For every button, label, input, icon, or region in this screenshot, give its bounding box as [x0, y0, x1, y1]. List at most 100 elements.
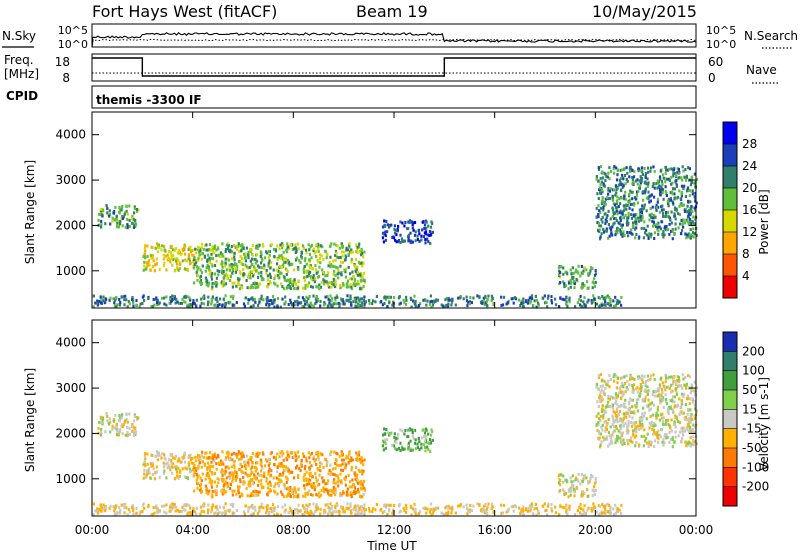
power-mark [687, 199, 690, 203]
power-mark [447, 296, 450, 300]
velocity-mark [267, 513, 270, 517]
velocity-mark [620, 511, 623, 515]
velocity-mark [303, 507, 306, 511]
power-mark [655, 203, 658, 207]
velocity-mark [305, 508, 308, 512]
velocity-mark [209, 456, 213, 460]
power-mark [554, 297, 557, 301]
power-mark [450, 300, 454, 304]
power-mark [191, 249, 194, 252]
power-mark [620, 188, 623, 192]
velocity-mark [320, 462, 323, 466]
velocity-mark [184, 452, 187, 456]
velocity-mark [169, 452, 172, 456]
power-mark [560, 265, 563, 269]
power-mark [613, 203, 617, 207]
power-mark [639, 179, 642, 183]
power-mark [225, 243, 228, 247]
power-mark [650, 216, 653, 219]
velocity-mark [569, 489, 573, 493]
velocity-mark [550, 503, 553, 507]
freq-panel [91, 53, 697, 82]
velocity-mark [342, 510, 345, 514]
power-mark [411, 223, 414, 227]
velocity-mark [622, 385, 625, 389]
velocity-mark [195, 506, 198, 510]
velocity-mark [207, 508, 210, 512]
velocity-mark [579, 511, 582, 515]
power-mark [139, 302, 142, 306]
velocity-mark [478, 503, 481, 507]
power-mark [349, 297, 352, 301]
power-mark [448, 298, 451, 302]
power-mark [303, 265, 306, 268]
power-mark [305, 262, 308, 266]
power-mark [337, 271, 340, 275]
power-mark [615, 206, 618, 210]
power-mark [216, 300, 219, 304]
power-mark [303, 259, 306, 263]
power-mark [165, 295, 168, 299]
velocity-mark [319, 493, 323, 497]
power-mark [260, 278, 263, 282]
power-mark [115, 214, 118, 218]
power-mark [302, 244, 305, 248]
power-mark [601, 190, 604, 194]
velocity-mark [164, 462, 167, 466]
power-mark [143, 264, 146, 268]
velocity-mark [172, 456, 175, 460]
velocity-mark [668, 387, 671, 390]
power-mark [402, 298, 405, 302]
velocity-mark [417, 512, 421, 515]
velocity-mark [268, 467, 271, 471]
velocity-mark [104, 505, 108, 509]
power-mark [647, 166, 650, 170]
velocity-mark [605, 424, 608, 428]
velocity-mark [618, 419, 621, 423]
velocity-mark [609, 509, 612, 513]
velocity-mark [618, 386, 621, 390]
velocity-mark [245, 487, 248, 490]
power-mark [607, 192, 610, 196]
power-mark [663, 225, 667, 229]
velocity-mark [313, 459, 316, 463]
power-mark [295, 258, 298, 262]
power-mark [626, 179, 629, 183]
power-mark [193, 302, 196, 306]
power-mark [692, 235, 695, 239]
velocity-mark [597, 374, 600, 378]
velocity-mark [653, 439, 656, 443]
velocity-mark [596, 400, 599, 404]
velocity-mark [266, 486, 270, 490]
velocity-mark [160, 456, 163, 460]
power-mark [260, 270, 263, 274]
power-mark [362, 261, 365, 265]
power-mark [394, 238, 397, 242]
velocity-mark [581, 490, 584, 494]
power-mark [132, 304, 135, 308]
velocity-mark [230, 453, 233, 456]
power-mark [512, 297, 515, 301]
power-mark [131, 217, 134, 220]
velocity-mark [206, 456, 209, 460]
velocity-mark [247, 480, 250, 484]
velocity-mark [211, 479, 214, 483]
velocity-mark [670, 429, 673, 433]
velocity-mark [183, 460, 187, 464]
power-mark [354, 265, 357, 269]
velocity-mark [564, 478, 567, 482]
velocity-mark [629, 397, 632, 401]
power-mark [215, 284, 218, 287]
power-mark [356, 249, 359, 252]
velocity-mark [350, 509, 353, 513]
power-mark [685, 208, 688, 211]
power-mark [188, 296, 191, 300]
velocity-mark [671, 436, 674, 440]
power-mark [143, 246, 146, 250]
power-mark [450, 303, 453, 307]
power-mark [113, 218, 116, 222]
power-mark [325, 253, 329, 257]
velocity-mark [174, 455, 178, 458]
power-mark [534, 294, 537, 298]
power-mark [598, 188, 601, 192]
